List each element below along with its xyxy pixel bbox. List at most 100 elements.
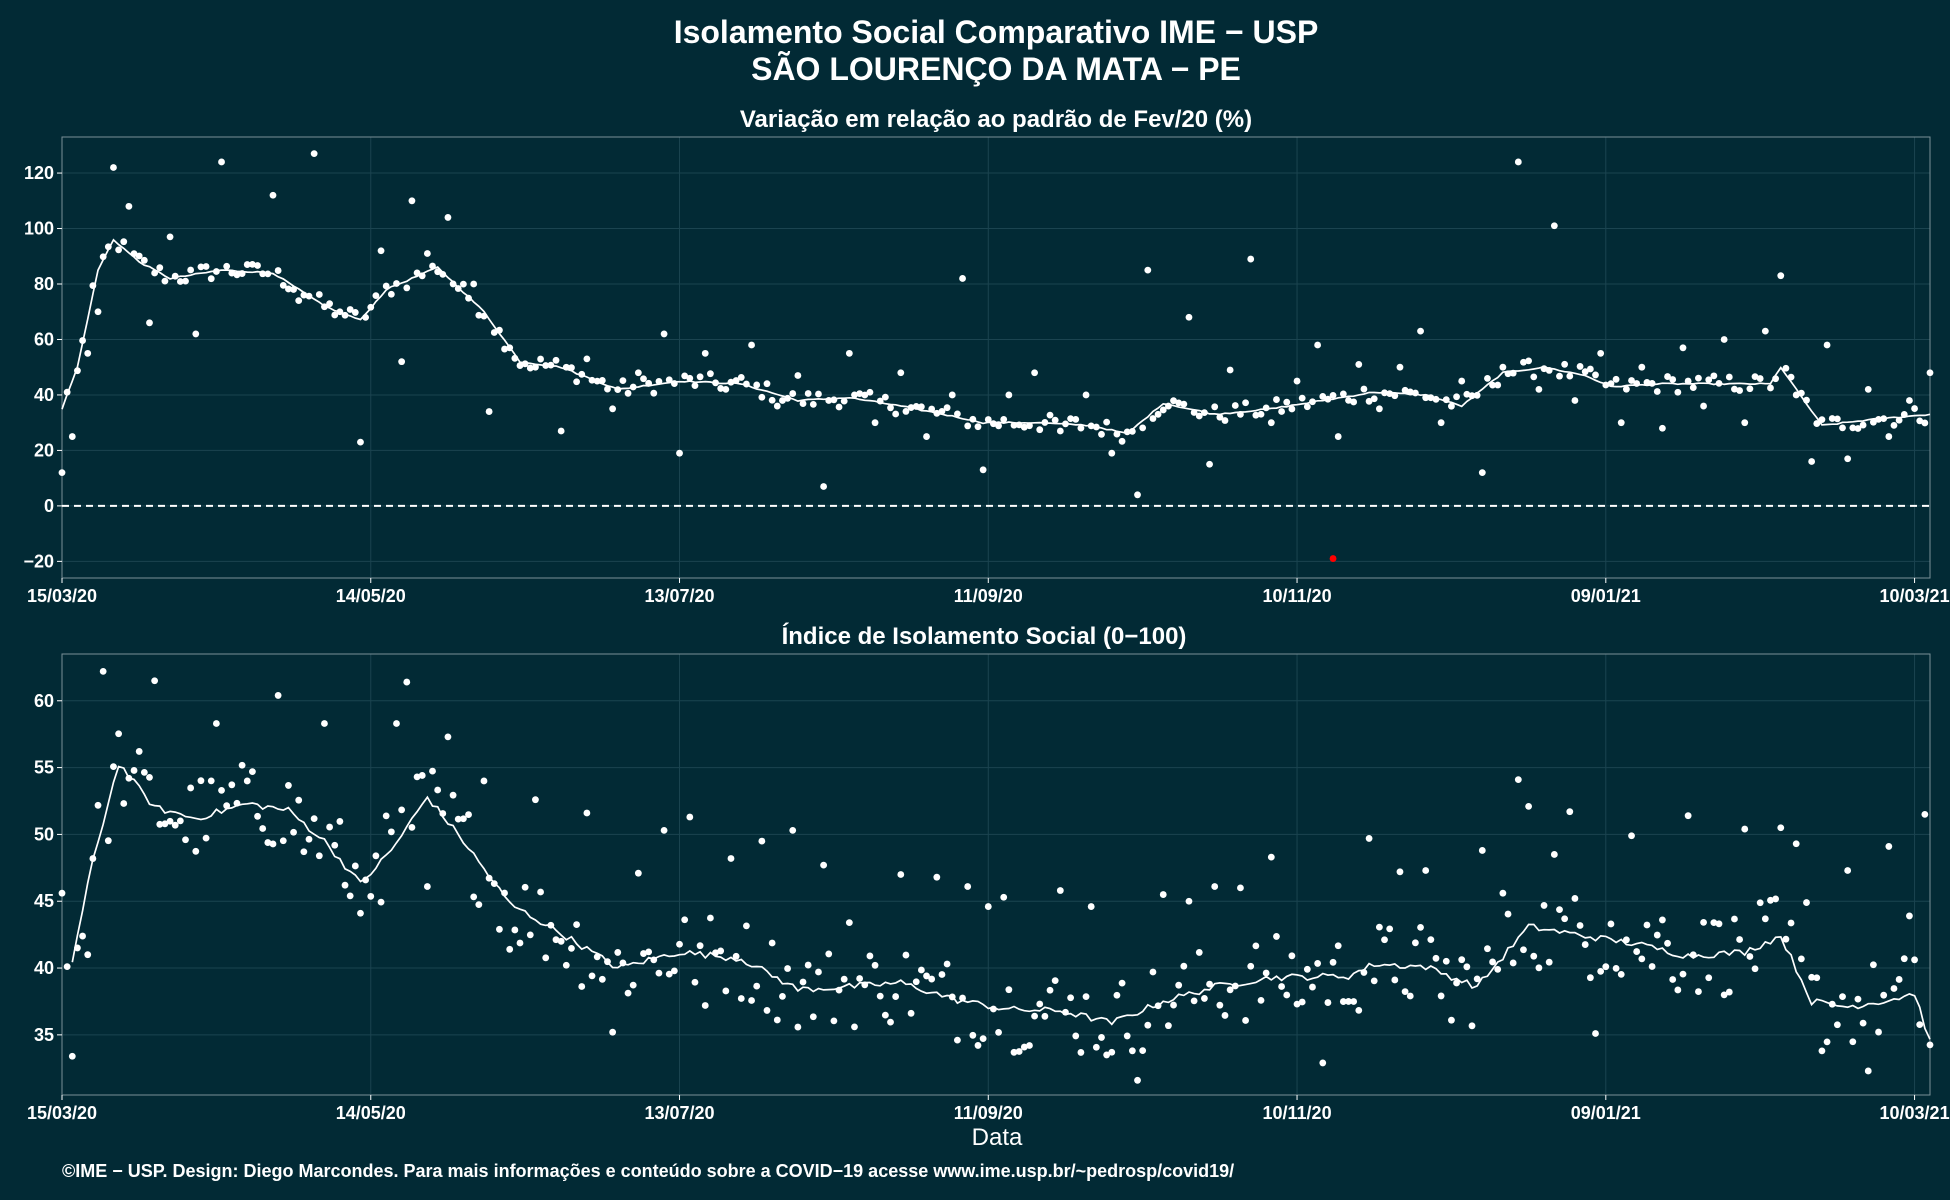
data-point (1448, 402, 1455, 410)
data-point (768, 396, 776, 404)
data-point (804, 961, 812, 969)
data-point (1818, 1047, 1826, 1055)
data-point (1890, 421, 1898, 429)
data-point (1427, 936, 1435, 944)
data-point (974, 1042, 982, 1049)
data-point (1154, 410, 1162, 418)
data-point (1247, 255, 1255, 263)
data-point (1684, 377, 1692, 385)
data-point (1710, 919, 1718, 927)
data-point (1916, 417, 1924, 425)
data-point (1921, 810, 1929, 818)
data-point (1895, 416, 1903, 424)
data-point (851, 1023, 858, 1031)
data-point (1463, 390, 1471, 398)
data-point (1484, 945, 1491, 953)
data-point (815, 968, 822, 976)
data-point (1175, 399, 1183, 407)
data-point (1725, 988, 1733, 996)
data-point (1375, 923, 1383, 931)
data-point (1612, 375, 1620, 383)
data-point (573, 921, 581, 928)
data-point (1221, 417, 1229, 424)
data-point (1458, 956, 1466, 964)
data-point (1180, 962, 1188, 970)
data-point (140, 768, 148, 776)
data-point (1350, 398, 1358, 406)
data-point (691, 978, 699, 986)
data-point (1453, 979, 1460, 987)
data-point (1211, 883, 1219, 890)
data-point (1345, 998, 1352, 1005)
data-point (1442, 957, 1450, 965)
y-tick-label: 20 (34, 440, 54, 460)
data-point (1561, 360, 1569, 368)
data-point (959, 994, 966, 1002)
data-point (1319, 393, 1327, 400)
data-point (1329, 391, 1337, 399)
data-point (1411, 939, 1419, 947)
data-point (794, 372, 802, 379)
data-point (1880, 991, 1888, 999)
data-point (372, 852, 380, 860)
data-point (604, 385, 611, 393)
data-point (1051, 416, 1059, 424)
data-point (892, 410, 900, 418)
data-point (377, 247, 385, 255)
data-point (1278, 408, 1286, 415)
data-point (722, 987, 730, 995)
data-point (1262, 404, 1270, 412)
data-point (1813, 420, 1821, 427)
data-point (748, 341, 755, 349)
data-point (1597, 967, 1605, 975)
data-point (1303, 403, 1311, 411)
data-point (897, 369, 905, 377)
data-point (1756, 375, 1764, 382)
data-point (1216, 413, 1224, 421)
data-point (845, 919, 853, 927)
data-point (135, 252, 143, 260)
data-point (1046, 986, 1054, 994)
data-point (1782, 364, 1790, 372)
data-point (1911, 405, 1918, 412)
data-point (753, 982, 761, 990)
data-point (1031, 1012, 1038, 1020)
data-point (1298, 394, 1306, 402)
data-point (1010, 1048, 1018, 1056)
data-point (552, 936, 560, 944)
data-point (1314, 341, 1322, 349)
data-point (1617, 419, 1625, 427)
data-point (444, 733, 452, 741)
data-point (434, 786, 442, 794)
data-point (1808, 973, 1816, 981)
data-point (706, 370, 714, 378)
data-point (1283, 991, 1291, 999)
data-point (1875, 1028, 1882, 1036)
data-point (1005, 986, 1013, 994)
data-point (1586, 365, 1594, 373)
data-point (1226, 366, 1234, 374)
data-point (1478, 847, 1486, 854)
data-point (954, 1036, 961, 1044)
data-point (1237, 884, 1244, 892)
data-point (706, 914, 714, 922)
data-point (1849, 424, 1857, 432)
data-point (187, 784, 195, 792)
data-point (640, 375, 647, 383)
data-point (593, 953, 601, 961)
data-point (192, 847, 200, 855)
data-point (161, 820, 169, 828)
data-point (1026, 1042, 1033, 1049)
data-point (1329, 958, 1337, 966)
data-point (1056, 427, 1064, 435)
data-point (1092, 1043, 1100, 1051)
chart-title-line2: SÃO LOURENÇO DA MATA − PE (751, 51, 1241, 87)
data-point (212, 720, 220, 727)
data-point (691, 382, 699, 390)
data-point (537, 888, 544, 896)
data-point (789, 390, 797, 397)
data-point (1005, 391, 1013, 399)
data-point (984, 416, 992, 423)
data-point (1056, 887, 1064, 894)
data-point (1875, 415, 1882, 423)
